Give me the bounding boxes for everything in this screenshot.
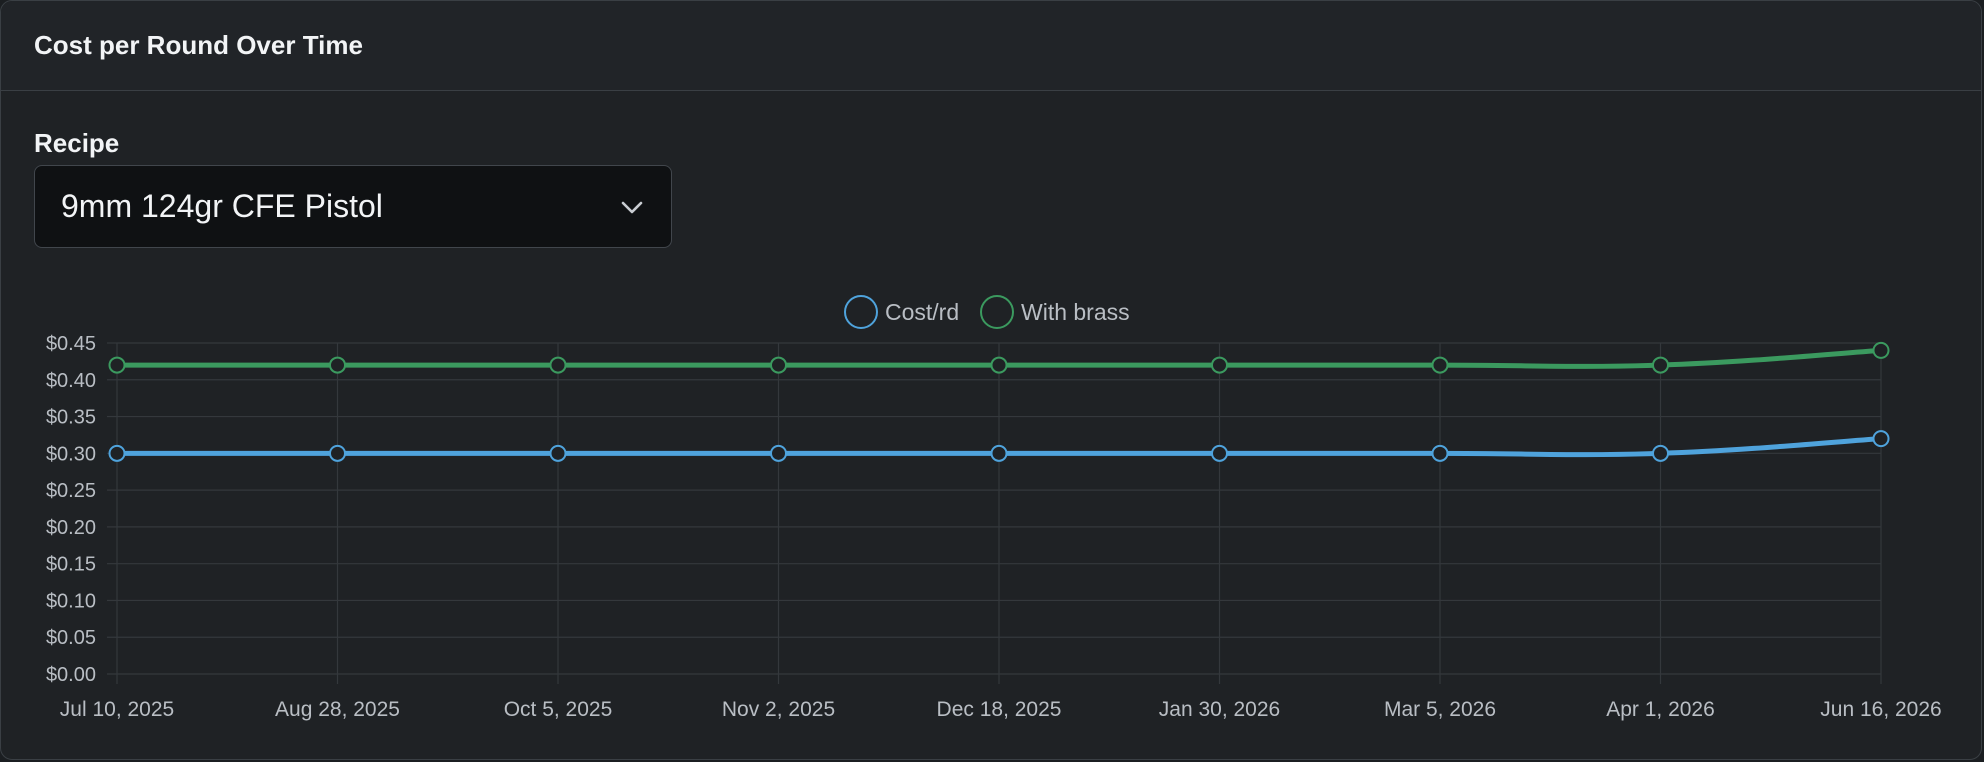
x-tick-label: Nov 2, 2025: [722, 698, 835, 721]
y-tick-label: $0.30: [46, 443, 96, 465]
data-point-cost-rd[interactable]: [1652, 444, 1669, 462]
data-point-with-brass[interactable]: [770, 356, 787, 374]
recipe-select[interactable]: 9mm 124gr CFE Pistol: [34, 165, 672, 248]
recipe-select-value: 9mm 124gr CFE Pistol: [61, 188, 383, 224]
data-point-cost-rd[interactable]: [1872, 430, 1890, 448]
legend-swatch: [980, 295, 1014, 329]
legend-label: Cost/rd: [885, 299, 959, 325]
x-tick-label: Apr 1, 2026: [1606, 698, 1715, 721]
data-point-with-brass[interactable]: [329, 356, 346, 374]
y-tick-label: $0.15: [46, 554, 96, 576]
data-point-with-brass[interactable]: [1431, 356, 1449, 374]
cost-chart: Cost/rd With brass $0.00$0.05$0.10$0.15$0…: [46, 295, 1942, 721]
data-point-with-brass[interactable]: [108, 356, 126, 374]
legend-swatch: [844, 295, 878, 329]
chart-legend: Cost/rd With brass: [844, 295, 1130, 329]
chart-grid: [107, 342, 1882, 684]
y-tick-label: $0.45: [46, 333, 96, 355]
data-point-with-brass[interactable]: [1652, 356, 1669, 374]
data-point-cost-rd[interactable]: [108, 444, 126, 462]
data-point-with-brass[interactable]: [990, 356, 1008, 374]
x-tick-label: Jun 16, 2026: [1820, 698, 1941, 721]
x-axis: Jul 10, 2025 Aug 28, 2025 Oct 5, 2025 Nov 2…: [60, 698, 1942, 721]
legend-item-with-brass[interactable]: With brass: [980, 295, 1130, 329]
y-tick-label: $0.35: [46, 407, 96, 429]
chart-series: [108, 341, 1890, 462]
y-tick-label: $0.00: [46, 664, 96, 686]
chevron-down-icon: [621, 201, 643, 214]
y-tick-label: $0.20: [46, 517, 96, 539]
x-tick-label: Dec 18, 2025: [937, 698, 1062, 721]
data-point-cost-rd[interactable]: [770, 444, 787, 462]
y-tick-label: $0.05: [46, 627, 96, 649]
data-point-cost-rd[interactable]: [549, 444, 567, 462]
legend-label: With brass: [1021, 299, 1130, 325]
x-tick-label: Mar 5, 2026: [1384, 698, 1496, 721]
y-tick-label: $0.10: [46, 590, 96, 612]
y-axis: $0.00 $0.05 $0.10 $0.15 $0.20 $0.25 $0.30 $0.35…: [46, 333, 96, 686]
recipe-label: Recipe: [34, 128, 120, 158]
data-point-cost-rd[interactable]: [329, 444, 346, 462]
data-point-cost-rd[interactable]: [1431, 444, 1449, 462]
data-point-with-brass[interactable]: [1211, 356, 1228, 374]
data-point-cost-rd[interactable]: [1211, 444, 1228, 462]
card-header: Cost per Round Over Time: [1, 1, 1981, 91]
x-tick-label: Oct 5, 2025: [504, 698, 613, 721]
x-tick-label: Jan 30, 2026: [1159, 698, 1280, 721]
data-point-with-brass[interactable]: [1872, 341, 1890, 359]
data-point-cost-rd[interactable]: [990, 444, 1008, 462]
y-tick-label: $0.40: [46, 370, 96, 392]
card-title: Cost per Round Over Time: [34, 30, 363, 60]
legend-item-cost-rd[interactable]: Cost/rd: [844, 295, 959, 329]
y-tick-label: $0.25: [46, 480, 96, 502]
data-point-with-brass[interactable]: [549, 356, 567, 374]
x-tick-label: Aug 28, 2025: [275, 698, 400, 721]
x-tick-label: Jul 10, 2025: [60, 698, 174, 721]
